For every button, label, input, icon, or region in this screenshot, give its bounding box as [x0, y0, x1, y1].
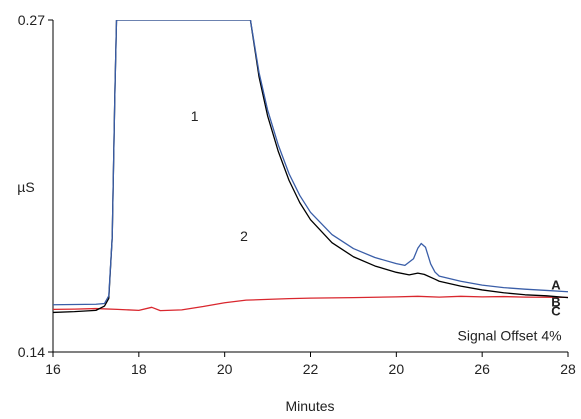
series-label-a: A: [551, 277, 561, 292]
x-tick-label: 16: [45, 361, 61, 377]
annotation-label: 1: [191, 108, 199, 124]
x-axis-label: Minutes: [285, 398, 334, 414]
y-tick-label: 0.27: [18, 12, 45, 28]
y-axis-label: µS: [17, 179, 34, 195]
x-tick-label: 20: [389, 361, 405, 377]
series-line-c: [53, 295, 568, 312]
x-tick-label: 26: [474, 361, 490, 377]
axis-ticks: 16 18 20 22 20 26 28 0.27 0.14: [18, 12, 576, 377]
x-tick-label: 18: [131, 361, 147, 377]
series-label-c: C: [551, 303, 561, 318]
axes: [52, 20, 568, 353]
series-labels: ABC: [551, 277, 561, 318]
annotation-label: 2: [240, 228, 248, 244]
series-line-a: [53, 20, 568, 306]
x-tick-label: 22: [303, 361, 319, 377]
annotation-label: Signal Offset 4%: [458, 328, 562, 344]
annotations: 1 2 Signal Offset 4%: [191, 108, 562, 344]
x-tick-label: 28: [560, 361, 576, 377]
series-line-b: [53, 20, 568, 314]
series-label-b: B: [551, 295, 560, 310]
series-layer: [53, 20, 568, 314]
y-tick-label: 0.14: [18, 344, 45, 360]
x-tick-label: 20: [217, 361, 233, 377]
